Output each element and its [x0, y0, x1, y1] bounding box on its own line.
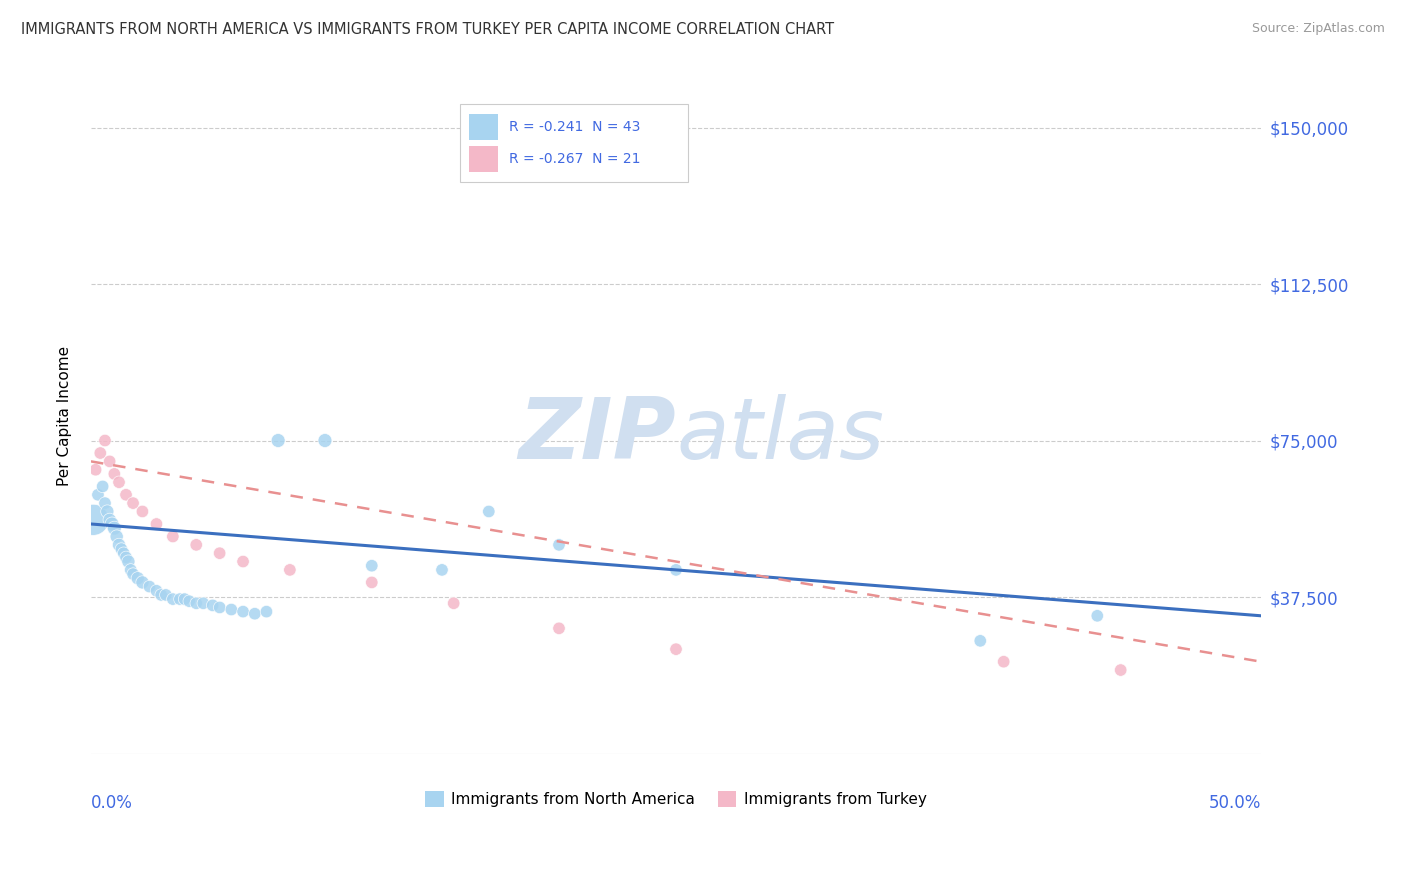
FancyBboxPatch shape	[468, 146, 498, 172]
Text: 50.0%: 50.0%	[1209, 794, 1261, 812]
Point	[103, 467, 125, 481]
Point	[993, 655, 1015, 669]
Text: R = -0.241  N = 43: R = -0.241 N = 43	[509, 120, 640, 134]
Point	[145, 516, 167, 531]
Point	[443, 596, 465, 610]
Point	[232, 605, 254, 619]
Text: R = -0.267  N = 21: R = -0.267 N = 21	[509, 153, 640, 166]
Y-axis label: Per Capita Income: Per Capita Income	[58, 345, 72, 485]
Point	[173, 592, 195, 607]
Point	[169, 592, 191, 607]
Point	[201, 599, 224, 613]
Point	[179, 594, 201, 608]
Point	[115, 488, 138, 502]
FancyBboxPatch shape	[460, 104, 688, 182]
Point	[314, 434, 336, 448]
Point	[665, 563, 688, 577]
Point	[208, 600, 231, 615]
Point	[122, 567, 145, 582]
Point	[96, 504, 118, 518]
Point	[155, 588, 177, 602]
Point	[115, 550, 138, 565]
Point	[112, 546, 135, 560]
Text: IMMIGRANTS FROM NORTH AMERICA VS IMMIGRANTS FROM TURKEY PER CAPITA INCOME CORREL: IMMIGRANTS FROM NORTH AMERICA VS IMMIGRA…	[21, 22, 834, 37]
Point	[138, 580, 160, 594]
Point	[145, 583, 167, 598]
Point	[162, 529, 184, 543]
Point	[87, 488, 110, 502]
Point	[430, 563, 453, 577]
Point	[186, 538, 208, 552]
Point	[267, 434, 290, 448]
Point	[94, 434, 117, 448]
Point	[232, 555, 254, 569]
Point	[120, 563, 142, 577]
Point	[82, 513, 104, 527]
Point	[103, 521, 125, 535]
Point	[89, 446, 111, 460]
Text: ZIP: ZIP	[519, 394, 676, 477]
Point	[186, 596, 208, 610]
Point	[98, 513, 121, 527]
Point	[131, 575, 153, 590]
Point	[208, 546, 231, 560]
Point	[193, 596, 215, 610]
Point	[478, 504, 501, 518]
Point	[278, 563, 301, 577]
Text: 0.0%: 0.0%	[91, 794, 132, 812]
Point	[1085, 608, 1108, 623]
Point	[105, 529, 128, 543]
Point	[131, 504, 153, 518]
Text: atlas: atlas	[676, 394, 884, 477]
Point	[360, 558, 382, 573]
Point	[221, 602, 243, 616]
Text: Source: ZipAtlas.com: Source: ZipAtlas.com	[1251, 22, 1385, 36]
Point	[122, 496, 145, 510]
Point	[91, 479, 114, 493]
FancyBboxPatch shape	[468, 114, 498, 140]
Point	[665, 642, 688, 657]
Point	[548, 621, 571, 635]
Point	[162, 592, 184, 607]
Legend: Immigrants from North America, Immigrants from Turkey: Immigrants from North America, Immigrant…	[419, 785, 934, 814]
Point	[98, 454, 121, 468]
Point	[969, 633, 991, 648]
Point	[360, 575, 382, 590]
Point	[108, 475, 131, 490]
Point	[243, 607, 266, 621]
Point	[84, 463, 107, 477]
Point	[256, 605, 278, 619]
Point	[117, 555, 139, 569]
Point	[1109, 663, 1132, 677]
Point	[548, 538, 571, 552]
Point	[94, 496, 117, 510]
Point	[101, 516, 124, 531]
Point	[150, 588, 173, 602]
Point	[127, 571, 149, 585]
Point	[110, 541, 132, 556]
Point	[108, 538, 131, 552]
